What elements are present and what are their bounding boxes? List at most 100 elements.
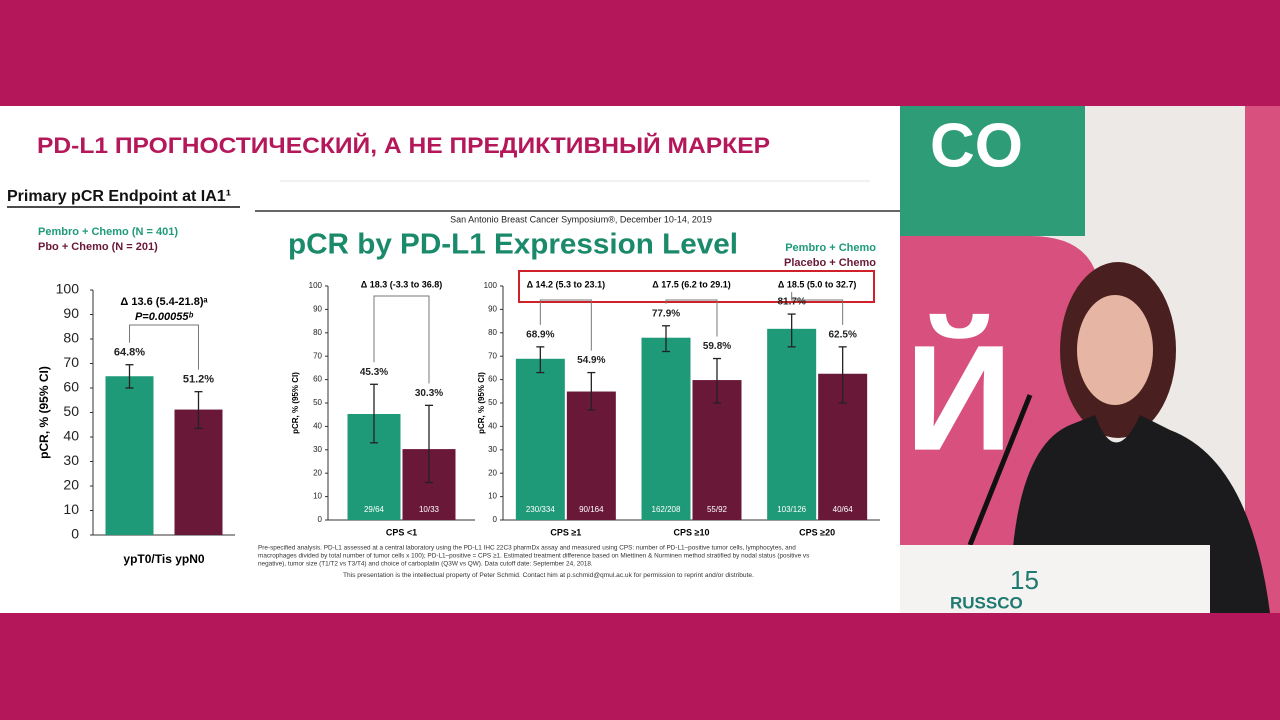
y-tick-label: 100 — [309, 281, 323, 290]
value-label: 68.9% — [526, 329, 554, 340]
annotation: Δ 18.5 (5.0 to 32.7) — [778, 279, 857, 289]
highlight-box — [518, 270, 875, 303]
y-tick-label: 10 — [313, 492, 322, 501]
y-axis-label: pCR, % (95% CI) — [37, 366, 51, 459]
bar — [174, 409, 223, 535]
podium — [900, 545, 1210, 613]
value-label: 45.3% — [360, 367, 388, 378]
footnote-line: macrophages divided by total number of t… — [258, 553, 809, 560]
legend-entry: Pembro + Chemo — [785, 242, 876, 254]
y-tick-label: 20 — [488, 468, 497, 477]
y-tick-label: 70 — [63, 354, 79, 370]
slide — [0, 106, 900, 613]
podium-number: 15 — [1010, 565, 1039, 595]
y-tick-label: 40 — [313, 422, 322, 431]
copyright: This presentation is the intellectual pr… — [343, 572, 754, 579]
y-tick-label: 80 — [488, 328, 497, 337]
bar — [566, 391, 616, 520]
y-tick-label: 20 — [63, 477, 79, 493]
y-tick-label: 10 — [488, 492, 497, 501]
y-tick-label: 100 — [484, 281, 498, 290]
x-tick-label: CPS <1 — [386, 527, 417, 537]
y-tick-label: 40 — [488, 422, 497, 431]
video: CO Й RUSSCO 15 — [900, 106, 1280, 613]
y-tick-label: 90 — [63, 305, 79, 321]
bracket — [791, 292, 844, 325]
y-tick-label: 20 — [313, 468, 322, 477]
y-tick-label: 50 — [63, 403, 79, 419]
count-label: 40/64 — [833, 505, 854, 514]
count-label: 90/164 — [579, 505, 604, 514]
y-tick-label: 90 — [313, 305, 322, 314]
value-label: 64.8% — [114, 347, 145, 359]
y-tick-label: 60 — [63, 379, 79, 395]
bar — [515, 358, 565, 520]
count-label: 103/126 — [777, 505, 806, 514]
value-label: 77.9% — [652, 308, 680, 319]
value-label: 54.9% — [577, 355, 605, 366]
y-tick-label: 70 — [488, 351, 497, 360]
microphone — [967, 394, 1033, 546]
y-tick-label: 80 — [313, 328, 322, 337]
y-tick-label: 50 — [488, 398, 497, 407]
legend-entry: Placebo + Chemo — [784, 257, 876, 269]
y-tick-label: 60 — [313, 375, 322, 384]
x-tick-label: ypT0/Tis ypN0 — [123, 552, 204, 566]
y-tick-label: 0 — [71, 526, 79, 542]
chart-title: pCR by PD-L1 Expression Level — [288, 229, 738, 261]
backdrop-green — [900, 106, 1085, 236]
x-tick-label: CPS ≥10 — [674, 527, 710, 537]
footnote-line: Pre-specified analysis. PD-L1 assessed a… — [258, 545, 796, 552]
y-tick-label: 30 — [313, 445, 322, 454]
backdrop-text: CO — [930, 111, 1023, 180]
slide-subtitle: Primary pCR Endpoint at IA1¹ — [7, 188, 231, 205]
y-tick-label: 80 — [63, 330, 79, 346]
y-axis-label: pCR, % (95% CI) — [291, 372, 300, 434]
bracket — [129, 324, 199, 370]
bracket — [665, 299, 718, 337]
annotation: Δ 13.6 (5.4-21.8)ᵃ — [120, 296, 208, 308]
backdrop-letter: Й — [905, 313, 1013, 482]
bar — [767, 328, 817, 520]
count-label: 29/64 — [364, 505, 385, 514]
annotation: P=0.00055ᵇ — [135, 311, 194, 323]
y-tick-label: 60 — [488, 375, 497, 384]
x-tick-label: CPS ≥1 — [550, 527, 581, 537]
slide-heading: PD-L1 ПРОГНОСТИЧЕСКИЙ, А НЕ ПРЕДИКТИВНЫЙ… — [37, 133, 770, 158]
bracket — [539, 299, 592, 351]
y-tick-label: 0 — [318, 515, 323, 524]
y-tick-label: 70 — [313, 351, 322, 360]
y-tick-label: 10 — [63, 501, 79, 517]
top-band — [0, 0, 1280, 106]
value-label: 81.7% — [777, 297, 805, 308]
annotation: Δ 14.2 (5.3 to 23.1) — [527, 279, 606, 289]
count-label: 230/334 — [526, 505, 555, 514]
y-tick-label: 30 — [63, 452, 79, 468]
podium-logo: RUSSCO — [950, 593, 1023, 612]
legend-entry: Pbo + Chemo (N = 201) — [38, 241, 158, 253]
annotation: Δ 17.5 (6.2 to 29.1) — [652, 279, 731, 289]
value-label: 51.2% — [183, 374, 214, 386]
bar — [105, 376, 154, 535]
count-label: 162/208 — [652, 505, 681, 514]
y-tick-label: 30 — [488, 445, 497, 454]
footnote-line: negative), tumor size (T1/T2 vs T3/T4) a… — [258, 561, 593, 568]
value-label: 30.3% — [415, 388, 443, 399]
conference: San Antonio Breast Cancer Symposium®, De… — [450, 214, 712, 224]
value-label: 62.5% — [828, 329, 856, 340]
y-axis-label: pCR, % (95% CI) — [477, 372, 486, 434]
legend-entry: Pembro + Chemo (N = 401) — [38, 226, 178, 238]
y-tick-label: 0 — [493, 515, 498, 524]
x-tick-label: CPS ≥20 — [799, 527, 835, 537]
face — [1077, 295, 1153, 405]
count-label: 55/92 — [707, 505, 728, 514]
y-tick-label: 50 — [313, 398, 322, 407]
y-tick-label: 40 — [63, 428, 79, 444]
value-label: 59.8% — [703, 341, 731, 352]
annotation: Δ 18.3 (-3.3 to 36.8) — [361, 279, 443, 289]
y-tick-label: 100 — [56, 281, 80, 297]
bar — [641, 337, 691, 520]
y-tick-label: 90 — [488, 305, 497, 314]
